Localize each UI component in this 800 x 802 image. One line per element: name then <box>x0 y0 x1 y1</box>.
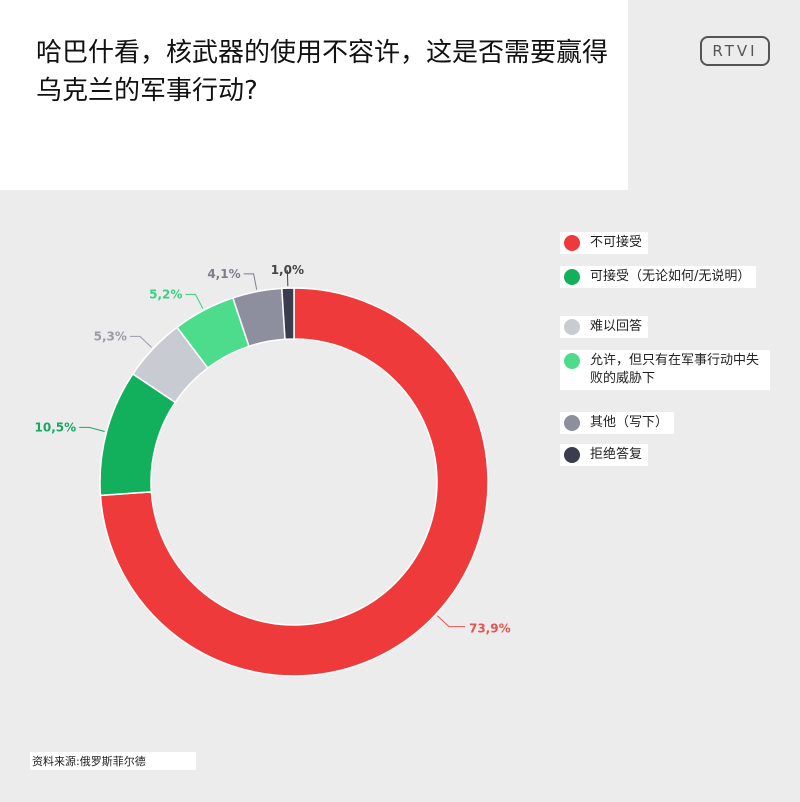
chart-title: 哈巴什看，核武器的使用不容许，这是否需要赢得乌克兰的军事行动? <box>36 38 609 106</box>
legend-label-6: 拒绝答复 <box>590 447 643 462</box>
legend-label-2: 可接受（无论如何/无说明） <box>590 269 751 284</box>
legend-item-3: 难以回答 <box>560 316 649 338</box>
legend-swatch-6 <box>564 447 580 463</box>
legend-swatch-3 <box>564 319 580 335</box>
rtvi-logo: RTVI <box>700 36 770 66</box>
slice-label-4: 5,2% <box>149 287 182 301</box>
legend-label-1: 不可接受 <box>590 235 643 250</box>
leader-line-4 <box>185 293 204 309</box>
leader-line-3 <box>129 335 152 348</box>
legend-swatch-4 <box>564 353 580 369</box>
legend-label-5: 其他（写下） <box>590 415 669 430</box>
legend-label-4: 允许，但只有在军事行动中失败的威胁下 <box>590 353 760 386</box>
legend-swatch-2 <box>564 269 580 285</box>
leader-line-6 <box>286 270 289 287</box>
source-note: 资料来源:俄罗斯菲尔德 <box>30 752 196 770</box>
legend-swatch-1 <box>564 235 580 251</box>
legend-item-5: 其他（写下） <box>560 412 675 434</box>
legend-label-3: 难以回答 <box>590 319 643 334</box>
slice-label-6: 1,0% <box>271 263 304 277</box>
slice-1 <box>99 287 489 677</box>
legend-item-1: 不可接受 <box>560 232 649 254</box>
slice-label-2: 10,5% <box>35 420 77 434</box>
slice-6 <box>281 287 295 341</box>
leader-line-2 <box>79 426 105 432</box>
leader-line-5 <box>243 273 258 290</box>
legend-item-4: 允许，但只有在军事行动中失败的威胁下 <box>560 350 770 390</box>
legend-swatch-5 <box>564 415 580 431</box>
legend-item-2: 可接受（无论如何/无说明） <box>560 266 757 288</box>
slice-label-1: 73,9% <box>469 622 511 636</box>
legend-item-6: 拒绝答复 <box>560 444 649 466</box>
slice-label-5: 4,1% <box>207 267 240 281</box>
title-panel <box>0 0 628 190</box>
slice-label-3: 5,3% <box>94 329 127 343</box>
leader-line-1 <box>436 615 465 628</box>
